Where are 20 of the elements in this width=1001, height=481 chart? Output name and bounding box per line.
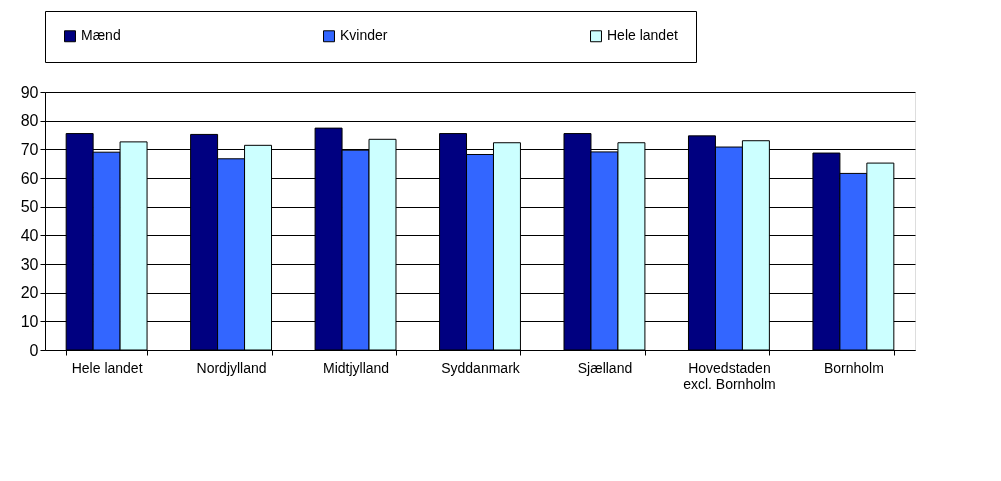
legend-label: Hele landet xyxy=(607,27,678,44)
y-tick-label: 30 xyxy=(20,255,39,273)
y-tick-label: 70 xyxy=(20,140,39,158)
y-tick-label: 0 xyxy=(29,341,39,359)
y-tick-label: 40 xyxy=(20,226,39,244)
x-tick-label: Hovedstaden excl. Bornholm xyxy=(683,359,776,392)
x-tick-label: Midtjylland xyxy=(322,359,390,376)
x-tick-label: Syddanmark xyxy=(441,359,521,376)
y-tick-label: 60 xyxy=(20,169,39,187)
x-tick-label: Hele landet xyxy=(71,359,143,376)
y-tick-label: 10 xyxy=(20,312,39,330)
y-tick-label: 50 xyxy=(20,198,39,216)
x-tick-label: Bornholm xyxy=(823,359,884,376)
legend-label: Mænd xyxy=(81,27,121,44)
y-tick-label: 20 xyxy=(20,284,39,302)
y-tick-label: 80 xyxy=(20,112,39,130)
x-tick-label: Sjælland xyxy=(577,359,633,376)
y-tick-label: 90 xyxy=(20,83,39,101)
legend-label: Kvinder xyxy=(340,27,388,44)
x-tick-label: Nordjylland xyxy=(196,359,267,376)
